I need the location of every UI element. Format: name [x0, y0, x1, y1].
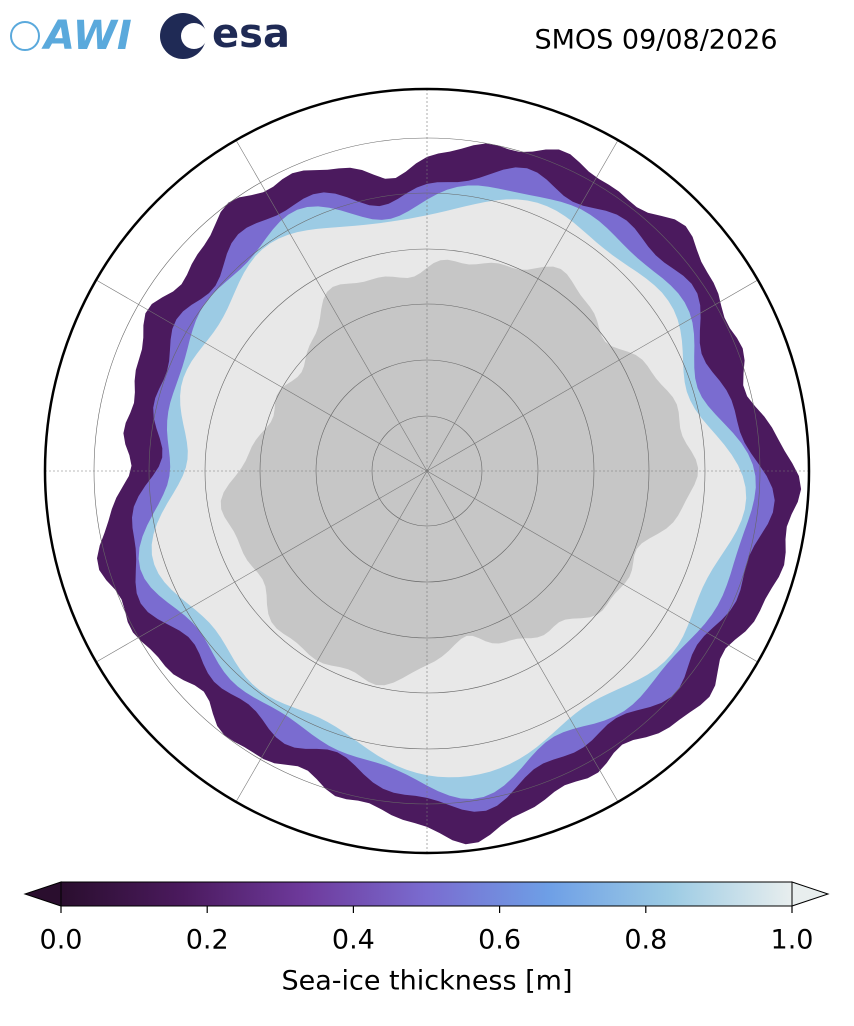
latitude-line — [259, 303, 595, 639]
longitude-line — [426, 470, 774, 672]
latitude-line — [315, 359, 539, 583]
colorbar-extend-low — [23, 881, 62, 907]
logos: AWI esa — [10, 11, 290, 59]
latitude-line — [371, 415, 483, 527]
awi-globe — [10, 21, 40, 51]
colorbar-tick-label: 0.0 — [40, 925, 83, 956]
longitude-line — [426, 470, 628, 818]
colorbar-tick-label: 0.6 — [478, 925, 521, 956]
longitude-line — [226, 124, 428, 472]
colorbar-tick-label: 0.8 — [624, 925, 667, 956]
colorbar-tick-label: 0.2 — [186, 925, 229, 956]
longitude-line — [226, 470, 428, 818]
esa-logo: esa — [212, 11, 290, 57]
map-border — [43, 87, 811, 855]
esa-globe-inner — [181, 23, 207, 49]
colorbar: 0.0 0.2 0.4 0.6 0.8 1.0 — [23, 881, 830, 956]
colorbar-bar — [60, 881, 793, 907]
map-title: SMOS 09/08/2026 — [534, 25, 777, 56]
antarctica — [220, 259, 699, 686]
longitude-line — [80, 270, 428, 472]
longitude-line — [426, 124, 628, 472]
awi-logo: AWI — [41, 13, 132, 59]
colorbar-extend-high — [791, 881, 830, 907]
longitude-line — [80, 470, 428, 672]
colorbar-label: Sea-ice thickness [m] — [281, 966, 572, 997]
colorbar-tick-label: 0.4 — [332, 925, 375, 956]
colorbar-tick-label: 1.0 — [771, 925, 814, 956]
longitude-line — [426, 270, 774, 472]
